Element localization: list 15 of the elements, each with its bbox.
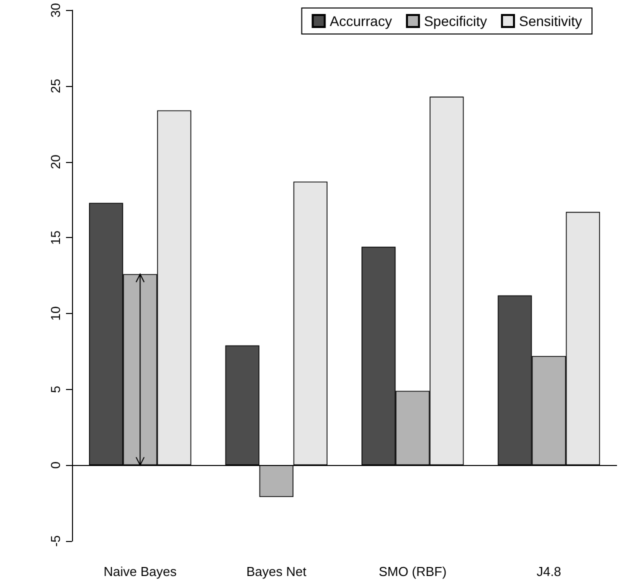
legend-label: Sensitivity [518, 13, 582, 29]
y-tick-label: 25 [48, 78, 63, 94]
y-tick-label: 0 [48, 462, 63, 469]
y-tick-label: 15 [48, 230, 63, 245]
y-tick-label: 20 [48, 154, 63, 170]
x-tick-label: Naive Bayes [104, 564, 178, 579]
y-tick-label: 5 [48, 386, 63, 393]
x-tick-label: SMO (RBF) [378, 564, 447, 579]
y-tick-label: -5 [48, 535, 63, 547]
x-tick-label: J4.8 [536, 564, 562, 579]
x-tick-label: Bayes Net [246, 564, 307, 579]
y-tick-label: 30 [48, 2, 63, 18]
y-tick-label: 10 [48, 306, 63, 321]
legend-label: Specificity [424, 13, 487, 29]
legend-label: Accurracy [330, 13, 392, 29]
